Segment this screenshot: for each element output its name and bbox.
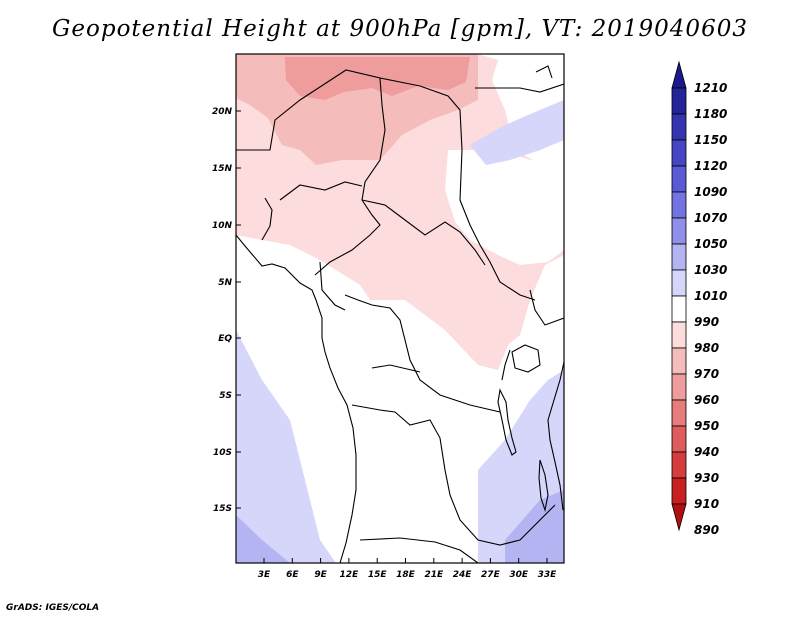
colorbar-label: 1050 xyxy=(694,237,727,251)
lat-tick-label: 10N xyxy=(212,221,233,231)
border-3 xyxy=(361,199,486,266)
colorbar-swatch xyxy=(671,347,687,375)
colorbar: 1210 1180 1150 1120 1090 1070 1050 1030 1010 990 9… xyxy=(671,60,727,537)
colorbar-swatch xyxy=(671,113,687,141)
colorbar-swatch xyxy=(671,477,687,505)
lon-tick-label: 12E xyxy=(340,570,360,580)
colorbar-label: 1010 xyxy=(694,289,727,303)
map-plot-area xyxy=(236,54,564,563)
longitude-axis: 3E 6E 9E 12E 15E 18E 21E 24E 27E 30E 33E xyxy=(258,558,557,580)
colorbar-label: 1090 xyxy=(694,185,727,199)
lat-tick-label: 15N xyxy=(212,164,233,174)
lon-tick-label: 15E xyxy=(368,570,388,580)
colorbar-swatch xyxy=(671,139,687,167)
border-1 xyxy=(236,69,386,276)
colorbar-top-arrow xyxy=(671,60,687,89)
shade-1030-southeast xyxy=(505,490,564,563)
colorbar-label: 1070 xyxy=(694,211,727,225)
colorbar-swatch xyxy=(671,425,687,453)
lon-tick-label: 3E xyxy=(258,570,271,580)
colorbar-label: 1210 xyxy=(694,81,727,95)
latitude-axis: 20N 15N 10N 5N EQ 5S 10S 15S xyxy=(212,107,241,514)
border-7 xyxy=(359,537,479,563)
colorbar-label: 1120 xyxy=(694,159,727,173)
lon-tick-label: 21E xyxy=(424,570,444,580)
colorbar-swatch xyxy=(671,321,687,349)
colorbar-swatch xyxy=(671,217,687,245)
shade-1030-southwest xyxy=(236,515,290,563)
colorbar-label: 1150 xyxy=(694,133,727,147)
border-10 xyxy=(319,261,346,311)
height-shading xyxy=(236,54,564,563)
grads-credit: GrADS: IGES/COLA xyxy=(6,603,100,613)
border-11 xyxy=(371,364,421,373)
colorbar-swatch xyxy=(671,295,687,323)
colorbar-swatch xyxy=(671,243,687,271)
border-6 xyxy=(351,404,556,546)
west-africa-coastline xyxy=(236,234,357,563)
colorbar-label: 890 xyxy=(694,523,719,537)
lon-tick-label: 30E xyxy=(509,570,529,580)
border-12 xyxy=(529,289,564,326)
shade-1010-west xyxy=(236,330,336,563)
lat-tick-label: 10S xyxy=(213,448,232,458)
lake-victoria xyxy=(511,344,541,373)
colorbar-swatch xyxy=(671,399,687,427)
map-title: Geopotential Height at 900hPa [gpm], VT:… xyxy=(52,16,748,42)
coastline-and-borders xyxy=(236,65,564,563)
shade-990-east xyxy=(445,150,564,265)
colorbar-label: 910 xyxy=(694,497,719,511)
lat-tick-label: 20N xyxy=(212,107,233,117)
border-8 xyxy=(279,181,363,201)
shade-960-north xyxy=(285,57,470,100)
map-frame xyxy=(235,53,565,564)
colorbar-label: 940 xyxy=(694,445,719,459)
lon-tick-label: 27E xyxy=(481,570,501,580)
shade-1010-northeast xyxy=(470,100,564,165)
colorbar-label: 990 xyxy=(694,315,719,329)
colorbar-swatch xyxy=(671,451,687,479)
lon-tick-label: 9E xyxy=(314,570,327,580)
colorbar-swatch xyxy=(671,165,687,193)
lon-tick-label: 18E xyxy=(396,570,416,580)
border-13 xyxy=(501,349,511,381)
lon-tick-label: 24E xyxy=(453,570,473,580)
lon-tick-label: 33E xyxy=(538,570,558,580)
east-coast xyxy=(547,361,564,511)
colorbar-swatch xyxy=(671,191,687,219)
colorbar-swatch xyxy=(671,269,687,297)
colorbar-label: 1030 xyxy=(694,263,727,277)
colorbar-label: 980 xyxy=(694,341,719,355)
colorbar-swatch xyxy=(671,373,687,401)
lake-malawi xyxy=(538,459,549,513)
border-2 xyxy=(379,77,536,301)
colorbar-label: 1180 xyxy=(694,107,727,121)
lat-tick-label: 15S xyxy=(213,504,232,514)
border-14 xyxy=(535,65,553,79)
border-9 xyxy=(261,197,273,241)
colorbar-swatch xyxy=(671,87,687,115)
colorbar-label: 950 xyxy=(694,419,719,433)
lat-tick-label: EQ xyxy=(218,334,232,344)
border-5 xyxy=(344,294,501,413)
lon-tick-label: 6E xyxy=(286,570,299,580)
colorbar-label: 930 xyxy=(694,471,719,485)
lat-tick-label: 5S xyxy=(219,391,232,401)
border-4 xyxy=(475,83,564,93)
colorbar-label: 970 xyxy=(694,367,719,381)
colorbar-bottom-arrow xyxy=(671,503,687,532)
lake-tanganyika xyxy=(497,388,517,456)
lat-tick-label: 5N xyxy=(218,278,232,288)
colorbar-label: 960 xyxy=(694,393,719,407)
